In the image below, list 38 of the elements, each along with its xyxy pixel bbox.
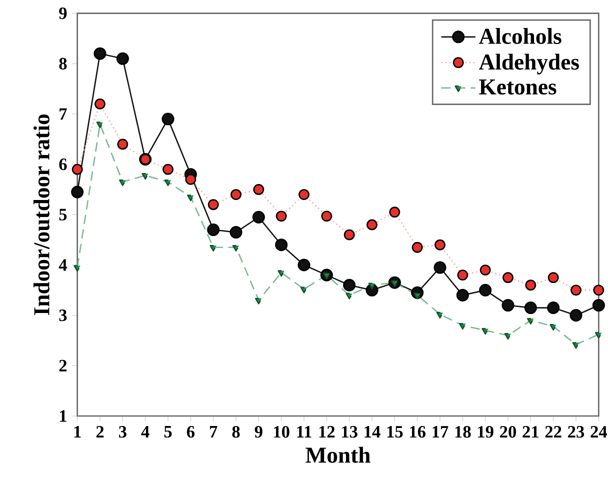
x-tick-label: 16 bbox=[410, 426, 426, 438]
x-tick-label: 14 bbox=[364, 426, 380, 438]
x-tick-label: 23 bbox=[568, 426, 584, 438]
y-axis-title: Indoor/outdoor ratio bbox=[33, 114, 50, 316]
legend-label: Ketones bbox=[479, 80, 556, 95]
y-tick-label: 8 bbox=[59, 58, 67, 70]
x-tick-label: 22 bbox=[545, 426, 562, 438]
y-tick-label: 6 bbox=[59, 158, 67, 170]
y-tick-label: 2 bbox=[59, 360, 67, 372]
x-tick-label: 21 bbox=[522, 426, 538, 438]
x-tick-label: 12 bbox=[319, 426, 335, 438]
x-tick-label: 18 bbox=[455, 426, 471, 438]
x-tick-label: 24 bbox=[590, 426, 608, 438]
y-tick-label: 4 bbox=[58, 259, 67, 271]
x-tick-label: 9 bbox=[254, 426, 262, 438]
y-tick-label: 1 bbox=[60, 410, 66, 422]
x-tick-label: 6 bbox=[186, 426, 194, 438]
x-tick-label: 19 bbox=[478, 426, 494, 438]
x-tick-label: 7 bbox=[210, 426, 218, 438]
y-tick-label: 9 bbox=[59, 8, 67, 20]
y-tick-label: 5 bbox=[59, 209, 67, 221]
x-tick-label: 15 bbox=[387, 426, 403, 438]
x-axis-title: Month bbox=[306, 447, 370, 464]
y-tick-label: 3 bbox=[59, 310, 67, 322]
legend-label: Alcohols bbox=[478, 28, 562, 44]
legend-label: Aldehydes bbox=[478, 54, 579, 75]
x-tick-label: 20 bbox=[500, 426, 516, 438]
x-tick-label: 10 bbox=[274, 426, 290, 438]
x-tick-label: 13 bbox=[342, 426, 358, 438]
x-tick-label: 8 bbox=[232, 426, 240, 438]
x-tick-label: 4 bbox=[141, 426, 150, 438]
x-tick-label: 1 bbox=[74, 426, 81, 438]
x-tick-label: 3 bbox=[118, 426, 126, 438]
y-tick-label: 7 bbox=[60, 108, 67, 120]
x-tick-label: 5 bbox=[164, 426, 172, 438]
x-tick-label: 17 bbox=[432, 426, 448, 438]
x-tick-label: 2 bbox=[96, 426, 104, 438]
x-tick-label: 11 bbox=[297, 426, 312, 438]
